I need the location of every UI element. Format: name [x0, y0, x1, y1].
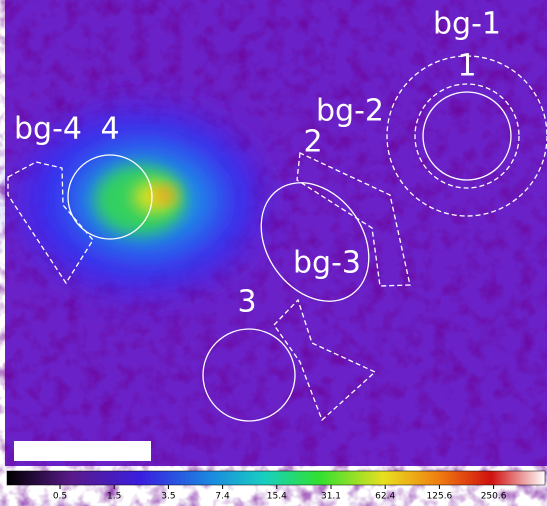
tick-label: 125.6 — [427, 492, 453, 502]
tick-label: 62.4 — [375, 492, 395, 502]
region-label: 1 — [457, 49, 476, 84]
region-label: bg-2 — [316, 94, 384, 129]
region-label: bg-4 — [14, 112, 82, 147]
tick-label: 15.4 — [267, 492, 287, 502]
tick-label: 0.5 — [53, 492, 67, 502]
colorbar-ticks: 0.5 1.5 3.5 7.4 15.4 31.1 62.4 125.6 250.6 — [53, 485, 507, 502]
viewer: bg-1 1 bg-2 2 bg-3 bg-4 4 3 0.5 1.5 3.5 7.4… — [0, 0, 547, 506]
tick-label: 250.6 — [481, 492, 507, 502]
region-label: 3 — [237, 285, 256, 320]
region-label: 4 — [100, 112, 119, 147]
scale-bar — [14, 441, 151, 461]
region-label: bg-1 — [433, 7, 501, 42]
region-label: 2 — [303, 125, 322, 160]
region-label: bg-3 — [293, 246, 361, 281]
tick-label: 7.4 — [215, 492, 230, 502]
tick-label: 3.5 — [161, 492, 175, 502]
tick-label: 31.1 — [321, 492, 341, 502]
colorbar — [7, 471, 545, 485]
tick-label: 1.5 — [107, 492, 121, 502]
